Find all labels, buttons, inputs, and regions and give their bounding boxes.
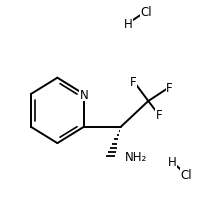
Text: Cl: Cl <box>180 168 192 181</box>
Text: F: F <box>130 75 137 88</box>
Text: NH₂: NH₂ <box>125 150 147 163</box>
Text: N: N <box>80 88 88 101</box>
Text: F: F <box>156 109 162 122</box>
Text: H: H <box>124 18 132 31</box>
Text: Cl: Cl <box>140 6 152 19</box>
Text: F: F <box>166 81 173 94</box>
Text: H: H <box>168 156 177 169</box>
